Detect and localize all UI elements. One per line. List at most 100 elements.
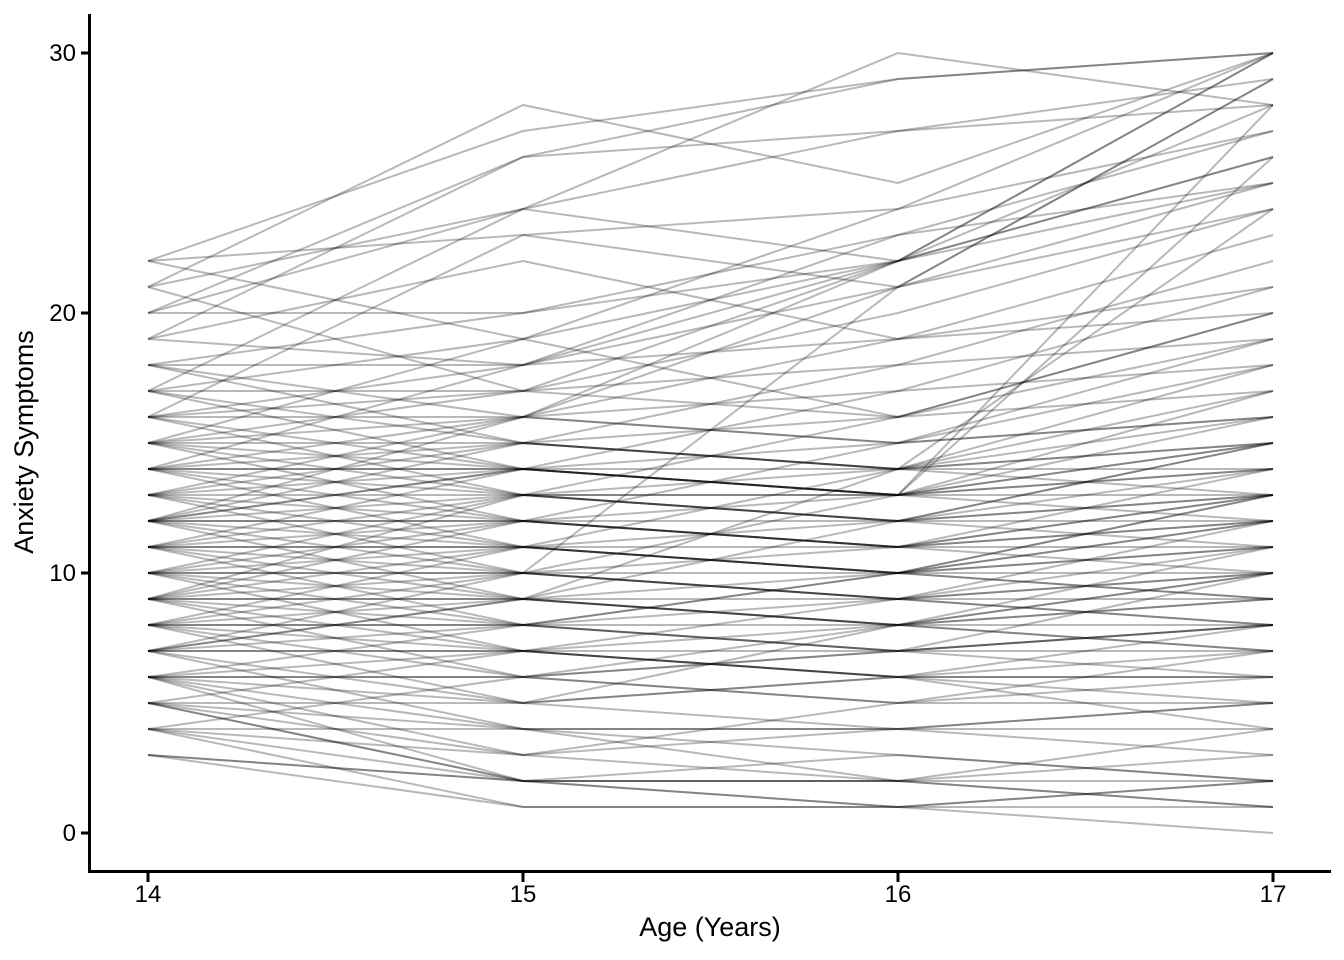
trajectory-line [147, 572, 1274, 626]
trajectory-line [147, 494, 1274, 678]
y-axis-title: Anxiety Symptoms [9, 330, 39, 554]
trajectory-line [147, 546, 1273, 652]
trajectory-line [147, 78, 1274, 496]
trajectory-line [148, 598, 1274, 652]
trajectory-line [147, 286, 1274, 522]
trajectory-line [147, 182, 1274, 392]
trajectory-line [147, 546, 1274, 600]
ticks-layer: 14 15 16 17 0 10 20 30 [49, 40, 1286, 908]
trajectory-line [147, 78, 1274, 288]
trajectory-line [147, 546, 1274, 626]
trajectory-line [148, 442, 1274, 496]
trajectory-line [148, 546, 1274, 600]
trajectory-line [147, 390, 1274, 470]
trajectory-line [147, 468, 1274, 522]
trajectory-line [147, 468, 1274, 548]
trajectory-line [147, 676, 1274, 808]
trajectory-line [148, 572, 1274, 626]
trajectory-line [148, 78, 1274, 574]
trajectory-line [147, 624, 1273, 730]
trajectory-line [148, 494, 1274, 548]
trajectory-line [148, 312, 1274, 366]
trajectory-line [147, 676, 1274, 756]
trajectory-line [147, 364, 1273, 470]
trajectory-line [147, 598, 1273, 704]
trajectory-line [148, 416, 1274, 470]
trajectory-line [147, 546, 1274, 652]
trajectory-line [147, 364, 1274, 444]
trajectory-line [147, 442, 1274, 496]
trajectory-line [147, 338, 1274, 418]
trajectory-line [147, 520, 1274, 600]
x-tick-label: 16 [885, 881, 912, 908]
trajectory-line [147, 130, 1274, 418]
trajectory-line [147, 702, 1274, 808]
trajectory-line [147, 468, 1274, 548]
trajectory-line [147, 104, 1274, 470]
trajectory-line [147, 208, 1274, 288]
trajectory-line [147, 52, 1274, 288]
trajectory-line [148, 520, 1274, 574]
trajectory-line [147, 260, 1274, 340]
trajectory-line [147, 572, 1274, 652]
y-tick-label: 10 [49, 560, 76, 587]
trajectory-line [147, 624, 1274, 678]
trajectory-line [147, 156, 1274, 600]
trajectory-line [147, 468, 1273, 574]
trajectory-line [148, 442, 1274, 496]
trajectory-line [147, 598, 1274, 652]
trajectory-line [147, 52, 1274, 340]
y-tick-label: 20 [49, 300, 76, 327]
trajectory-line [147, 702, 1274, 730]
trajectory-line [147, 364, 1274, 444]
trajectory-line [147, 234, 1274, 470]
trajectory-line [148, 650, 1274, 704]
trajectory-line [147, 650, 1274, 756]
trajectory-line [147, 494, 1274, 548]
trajectory-line [147, 572, 1274, 730]
trajectory-line [147, 650, 1274, 704]
trajectory-line [148, 728, 1274, 782]
trajectory-line [147, 520, 1274, 600]
trajectory-line [147, 442, 1274, 522]
trajectory-line [147, 546, 1274, 704]
trajectory-line [147, 104, 1274, 314]
trajectory-line [147, 416, 1274, 522]
trajectory-line [147, 598, 1273, 678]
trajectory-line [147, 754, 1274, 782]
trajectory-line [147, 364, 1274, 600]
x-tick-label: 15 [510, 881, 537, 908]
trajectory-line [147, 676, 1274, 756]
x-tick-label: 17 [1260, 881, 1287, 908]
trajectory-line [147, 208, 1274, 444]
trajectory-line [147, 52, 1274, 392]
trajectory-line [148, 364, 1274, 418]
trajectory-line [147, 260, 1274, 418]
trajectory-line [147, 442, 1273, 548]
trajectory-line [147, 416, 1274, 496]
trajectory-line [147, 572, 1274, 652]
y-tick-label: 30 [49, 40, 76, 67]
trajectory-line [147, 52, 1274, 314]
trajectory-line [147, 754, 1274, 834]
trajectory-line [147, 598, 1274, 652]
trajectory-line [147, 520, 1274, 574]
y-tick-label: 0 [63, 820, 76, 847]
trajectory-line [147, 728, 1274, 808]
trajectory-line [147, 754, 1273, 808]
trajectory-line [148, 338, 1274, 392]
x-axis-title: Age (Years) [639, 912, 781, 942]
trajectory-line [148, 650, 1274, 704]
trajectory-line [148, 494, 1274, 548]
trajectory-line [147, 676, 1273, 782]
x-tick-label: 14 [135, 881, 162, 908]
axes-layer [88, 14, 1331, 873]
trajectory-line [148, 572, 1274, 626]
trajectory-line [147, 52, 1274, 262]
trajectory-line [147, 728, 1274, 808]
trajectory-line [147, 702, 1274, 782]
trajectory-line [147, 494, 1274, 600]
trajectory-line [148, 676, 1274, 730]
